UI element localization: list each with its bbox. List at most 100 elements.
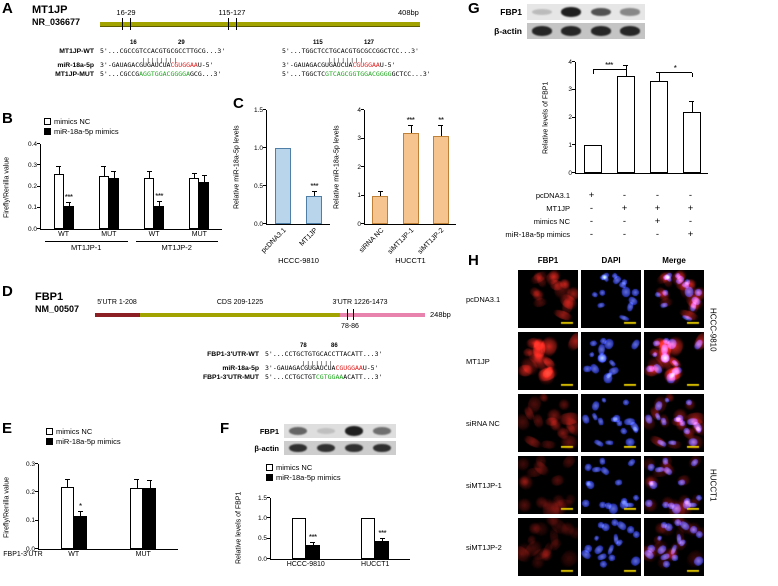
y-tick-label: 1.0 bbox=[253, 144, 263, 152]
data-bar bbox=[305, 544, 320, 559]
wt-sequence: 5'...CCTGCTGTGCACCTTACATT...3' bbox=[265, 350, 383, 358]
legend-item: miR-18a-5p mimics bbox=[44, 126, 119, 136]
y-axis-label: Firefly/Renilla value bbox=[3, 156, 11, 218]
site-start-pos: 78 bbox=[300, 343, 307, 349]
x-tick-label: MUT bbox=[101, 231, 117, 238]
x-tick-label: MT1JP bbox=[298, 227, 320, 248]
y-tick-mark bbox=[267, 537, 270, 539]
site1-range-label: 16-29 bbox=[116, 8, 136, 17]
error-bar-cap bbox=[377, 191, 383, 193]
y-tick-mark bbox=[37, 143, 40, 144]
data-bar bbox=[274, 148, 291, 224]
y-tick-mark bbox=[361, 109, 364, 110]
wt-sequence: 5'...TGGCTCCTGCACGTGCGCCGGCTCC...3' bbox=[282, 47, 419, 55]
site-end-pos: 29 bbox=[178, 40, 185, 46]
x-group-line bbox=[135, 241, 218, 242]
mirna-seed: CGUGGAA bbox=[335, 364, 363, 372]
site-tick bbox=[347, 309, 348, 320]
panel-a-label: A bbox=[2, 0, 13, 17]
y-tick-label: 1.0 bbox=[257, 514, 267, 522]
micrograph-fbp1 bbox=[518, 518, 578, 576]
y-tick-label: 0.1 bbox=[27, 204, 37, 212]
column-header-fbp1: FBP1 bbox=[537, 256, 559, 265]
x-axis-label: HCCC-9810 bbox=[278, 256, 319, 265]
gene-name: MT1JP bbox=[32, 4, 68, 16]
micrograph-dapi bbox=[581, 394, 641, 452]
micrograph-dapi bbox=[581, 270, 641, 328]
gene-length-label: 408bp bbox=[398, 8, 419, 17]
y-tick-mark bbox=[267, 558, 270, 559]
treatment-label: pcDNA3.1 bbox=[535, 191, 570, 200]
y-tick-mark bbox=[263, 223, 266, 224]
blot-band bbox=[345, 443, 363, 453]
micrograph-fbp1 bbox=[518, 394, 578, 452]
y-axis-label: Firefly/Renilla value bbox=[3, 476, 11, 538]
micrograph-dapi bbox=[581, 518, 641, 576]
panel-f-label: F bbox=[220, 420, 230, 437]
y-axis-label: Relative levels of FBP1 bbox=[235, 491, 243, 565]
micrograph-merge bbox=[644, 332, 704, 390]
y-tick-label: 0.0 bbox=[253, 220, 263, 228]
blot-band bbox=[620, 8, 641, 16]
y-tick-mark bbox=[35, 491, 38, 493]
blot-band bbox=[317, 443, 335, 453]
x-tick-label: WT bbox=[148, 231, 160, 238]
mirna-sequence: 3'-GAUAGACGUGAUCUACGUGGAAU-5' bbox=[100, 62, 282, 71]
error-bar-cap bbox=[689, 101, 694, 103]
legend-swatch-white bbox=[46, 427, 53, 435]
western-blot: FBP1 β-actin bbox=[228, 424, 396, 458]
treatment-cell: - bbox=[589, 229, 594, 240]
y-tick-label: 3 bbox=[568, 86, 572, 94]
panel-e-label: E bbox=[2, 420, 13, 437]
treatment-cell: + bbox=[654, 203, 661, 214]
blot-protein-label: β-actin bbox=[254, 443, 279, 453]
y-tick-mark bbox=[361, 166, 364, 167]
error-bar-cap bbox=[201, 174, 207, 176]
cell-line-label: HCCC-9810 bbox=[708, 308, 718, 352]
blot-protein-label: β-actin bbox=[494, 26, 522, 36]
y-tick-label: 0.5 bbox=[253, 182, 263, 190]
mut-seq-post: GCG...3' bbox=[190, 70, 222, 78]
y-tick-mark bbox=[35, 519, 38, 521]
legend-label: miR-18a-5p mimics bbox=[56, 436, 121, 446]
binding-site-2: 115 127 5'...TGGCTCCTGCACGTGCGCCGGCTCC...… bbox=[282, 40, 460, 80]
treatment-matrix-row: miR-18a-5p mimics - - - + bbox=[468, 229, 708, 242]
cell-line-label: HUCCT1 bbox=[708, 468, 718, 502]
x-tick-label: siMT1JP-2 bbox=[417, 227, 446, 256]
error-bar bbox=[58, 167, 60, 174]
panel-g: G FBP1 β-actin Relative levels of FBP1 0 1… bbox=[463, 0, 778, 252]
utr5-region-label: 5'UTR 1-208 bbox=[97, 299, 137, 306]
blot-strip bbox=[284, 441, 396, 455]
utr3-bar-segment bbox=[340, 313, 425, 317]
blot-row: β-actin bbox=[469, 23, 645, 39]
blot-band bbox=[289, 427, 307, 435]
sig-bracket-tick bbox=[592, 69, 594, 74]
treatment-label: mimics NC bbox=[533, 217, 570, 226]
data-bar bbox=[682, 111, 701, 173]
legend-swatch-white bbox=[44, 117, 51, 125]
y-tick-mark bbox=[35, 548, 38, 549]
base-pairing-bars: |||||||| bbox=[142, 58, 179, 64]
treatment-cell: + bbox=[621, 203, 628, 214]
blot-band bbox=[345, 426, 363, 436]
microscopy-row-label: MT1JP bbox=[466, 356, 490, 366]
cds-bar-segment bbox=[140, 313, 340, 317]
microscopy-grid: pcDNA3.1 MT1JP siRNA NC siMT1JP-1 siMT1JP-2 H… bbox=[463, 252, 778, 586]
y-tick-label: 2 bbox=[568, 114, 572, 121]
y-tick-label: 0.0 bbox=[27, 225, 37, 233]
data-bar bbox=[143, 488, 157, 549]
data-bar bbox=[291, 518, 306, 559]
y-tick-mark bbox=[572, 172, 575, 173]
significance-stars: *** bbox=[155, 192, 164, 202]
treatment-matrix: pcDNA3.1 + - - - MT1JP - + + + mimics NC - - + - miR-18… bbox=[468, 190, 708, 242]
error-bar bbox=[691, 102, 693, 112]
sig-bracket-tick bbox=[658, 73, 660, 78]
error-bar-cap bbox=[111, 170, 117, 172]
blot-row: β-actin bbox=[228, 441, 396, 455]
data-bar bbox=[199, 182, 210, 229]
treatment-matrix-row: MT1JP - + + + bbox=[468, 203, 708, 216]
y-tick-label: 0 bbox=[357, 220, 361, 228]
site-start-pos: 16 bbox=[130, 40, 137, 46]
legend-label: mimics NC bbox=[56, 426, 93, 436]
error-bar bbox=[68, 203, 70, 206]
